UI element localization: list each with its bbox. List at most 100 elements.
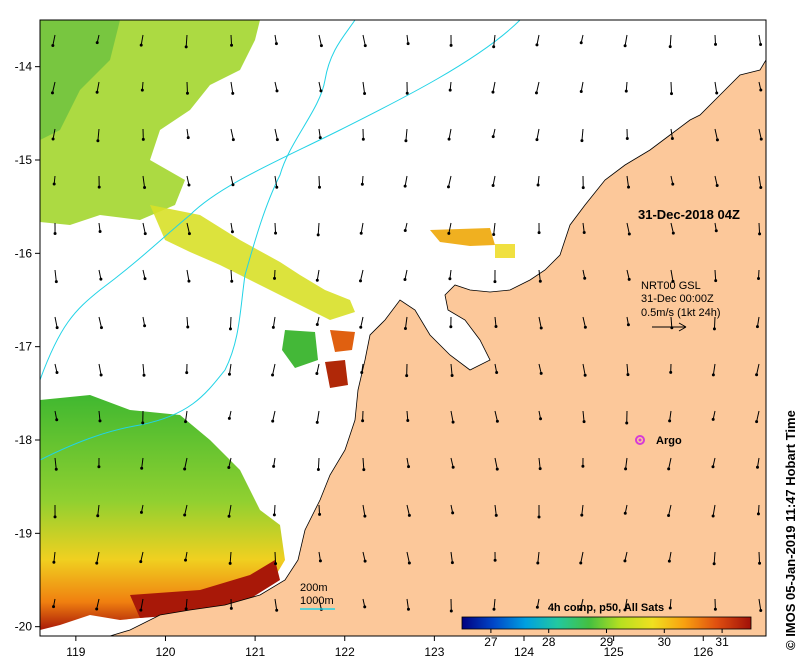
current-arrow (98, 316, 102, 328)
current-arrow (450, 457, 454, 468)
current-arrow-head (670, 92, 674, 96)
current-arrow (230, 269, 233, 282)
current-arrow (758, 128, 762, 140)
current-arrow (317, 222, 320, 235)
current-arrow-head (449, 609, 453, 613)
current-arrow-head (446, 185, 450, 189)
current-arrow-head (711, 465, 715, 469)
current-arrow (714, 81, 718, 94)
current-arrow (712, 504, 716, 517)
current-arrow (274, 222, 277, 234)
current-arrow (362, 81, 366, 94)
current-arrow (97, 504, 100, 516)
current-arrow-head (315, 278, 319, 282)
current-arrow (272, 410, 276, 422)
current-arrow (450, 410, 454, 423)
current-arrow-head (143, 185, 147, 189)
current-arrow (670, 222, 674, 234)
current-arrow-head (363, 91, 367, 95)
current-arrow-head (491, 184, 495, 188)
current-arrow-head (539, 417, 543, 421)
sst-patch-coast-2 (325, 360, 348, 388)
current-arrow-head (493, 280, 497, 284)
current-arrow (713, 551, 716, 564)
current-arrow-head (315, 420, 319, 424)
current-arrow (404, 316, 408, 329)
current-arrow (626, 175, 630, 188)
current-arrow (229, 551, 232, 564)
current-arrow (582, 363, 586, 376)
current-arrow-head (669, 370, 673, 374)
current-arrow-head (405, 91, 409, 95)
current-arrow-head (274, 42, 278, 46)
current-arrow (626, 269, 630, 280)
current-arrow-head (315, 322, 319, 326)
current-arrow-head (535, 43, 539, 47)
current-arrow-head (54, 280, 58, 284)
current-arrow-head (755, 420, 759, 424)
current-arrow-head (139, 608, 143, 612)
current-arrow-head (403, 278, 407, 282)
current-arrow (274, 598, 278, 611)
current-arrow-head (363, 605, 367, 609)
current-arrow (142, 222, 146, 234)
y-tick-label: -14 (15, 60, 33, 74)
current-arrow-head (143, 232, 147, 236)
current-arrow-head (624, 467, 628, 471)
current-arrow-head (95, 561, 99, 565)
current-arrow (230, 34, 233, 46)
current-arrow (184, 457, 188, 470)
current-arrow (274, 128, 278, 140)
current-arrow-head (187, 232, 191, 236)
current-arrow (670, 316, 673, 328)
current-arrow-head (759, 42, 763, 46)
current-arrow (185, 598, 188, 609)
current-arrow-head (275, 89, 279, 93)
current-arrow (272, 316, 276, 328)
sst-field (40, 20, 515, 630)
current-arrow-head (713, 607, 717, 611)
colorbar-tick-label: 30 (658, 635, 672, 649)
current-arrow-head (495, 467, 499, 471)
current-arrow (580, 598, 584, 610)
current-arrow-head (52, 182, 56, 186)
current-arrow (492, 175, 496, 186)
current-arrow-head (183, 513, 187, 517)
current-arrow (756, 457, 760, 468)
current-arrow-head (623, 608, 627, 612)
current-arrow-head (714, 279, 718, 283)
current-arrow-head (360, 371, 364, 375)
current-arrow-head (406, 42, 410, 46)
current-arrow (494, 504, 497, 516)
current-arrow-head (97, 185, 101, 189)
current-arrow-head (361, 137, 365, 141)
current-arrow-head (539, 371, 543, 375)
current-arrow-head (50, 91, 54, 95)
sst-patch-south-dark (130, 560, 280, 618)
current-arrow (714, 34, 717, 45)
colorbar-tick-label: 27 (484, 635, 498, 649)
current-arrow-head (186, 136, 190, 140)
current-arrow-head (711, 417, 715, 421)
x-tick-label: 121 (245, 645, 265, 659)
y-tick-label: -17 (15, 340, 33, 354)
current-arrow (448, 222, 452, 234)
current-arrow (52, 128, 56, 140)
current-arrow (228, 504, 232, 517)
current-arrow-head (54, 467, 58, 471)
current-arrow-head (96, 514, 100, 518)
current-arrow-head (447, 231, 451, 235)
x-tick-label: 124 (514, 645, 534, 659)
current-arrow (712, 363, 716, 375)
x-axis: 119 120 121 122 123 124 125 126 (66, 636, 714, 659)
current-arrow-head (583, 373, 587, 377)
current-arrow-head (140, 466, 144, 470)
current-arrow-head (407, 465, 411, 469)
current-arrow (52, 34, 56, 46)
current-arrow-head (315, 372, 319, 376)
current-arrow-head (579, 41, 583, 45)
current-arrow-head (358, 279, 362, 283)
current-arrow-head (715, 91, 719, 95)
current-arrow (274, 175, 278, 188)
current-arrow-head (538, 467, 542, 471)
